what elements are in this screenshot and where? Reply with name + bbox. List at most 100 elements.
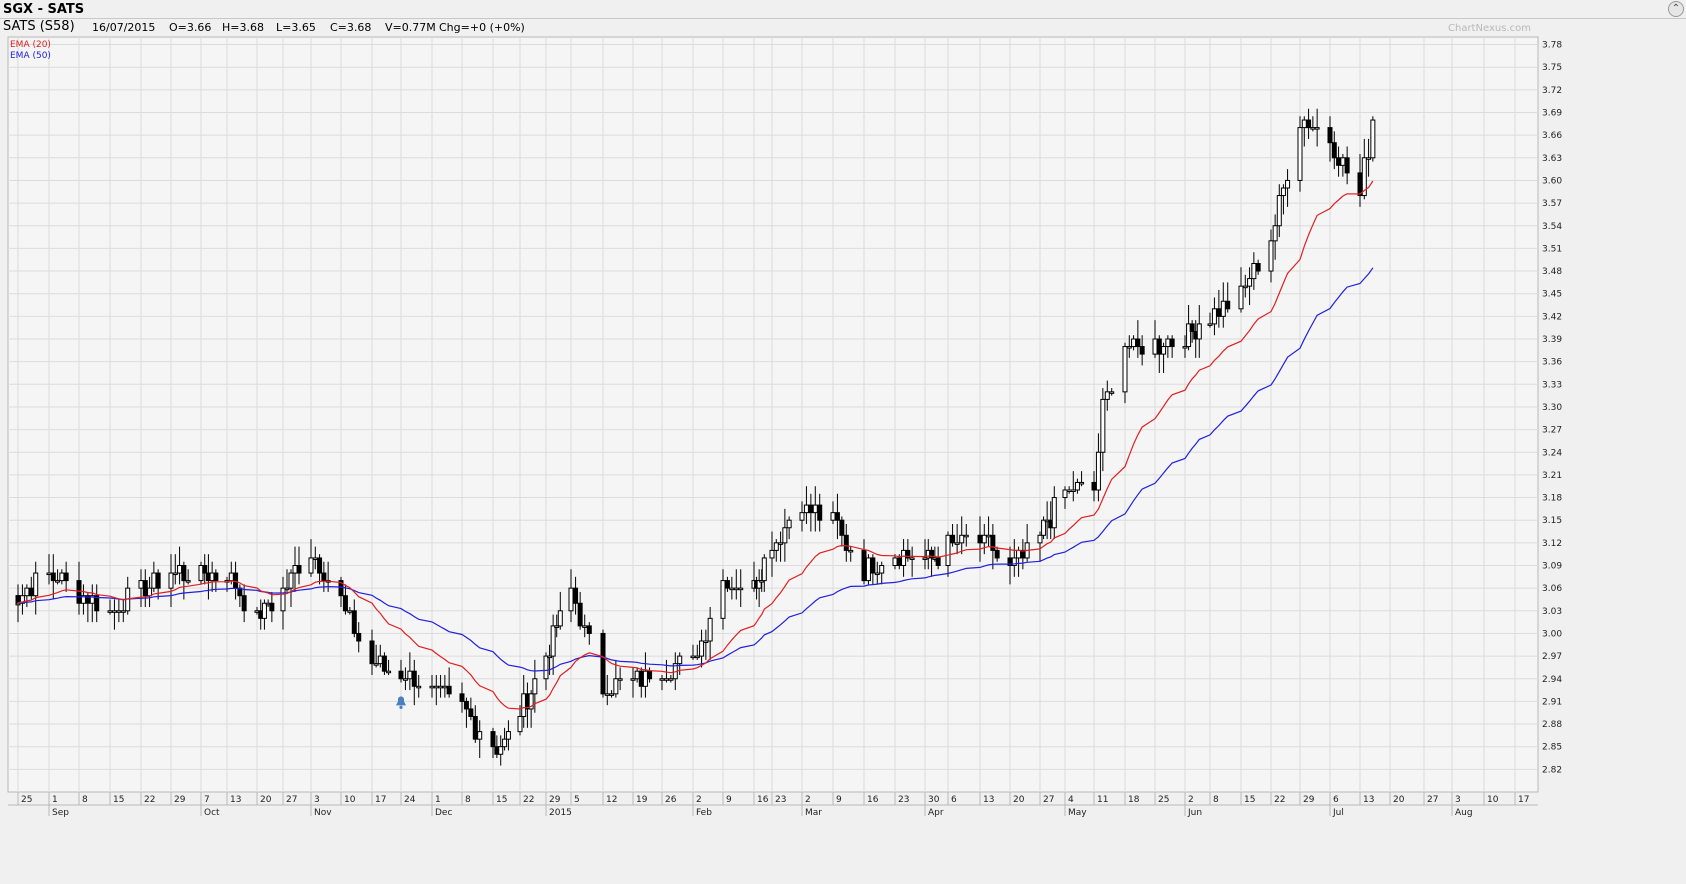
candle-body <box>1285 179 1291 189</box>
x-tick-label: 7 <box>204 795 210 805</box>
candle <box>416 674 422 698</box>
candle-body <box>477 731 483 740</box>
chevron-up-icon[interactable]: ⌃ <box>1668 1 1684 17</box>
candle-body <box>138 580 144 589</box>
x-month-label: May <box>1068 808 1087 818</box>
candle <box>707 607 713 660</box>
candle-body <box>1100 398 1106 453</box>
x-month-label: Apr <box>928 808 944 818</box>
candle <box>373 644 379 668</box>
candle-body <box>433 685 439 689</box>
x-tick-label: 4 <box>1068 795 1074 805</box>
y-tick-label: 3.78 <box>1542 41 1562 51</box>
y-tick-label: 2.97 <box>1542 652 1562 662</box>
candle-body <box>120 610 126 613</box>
candle <box>963 523 969 547</box>
candle <box>839 516 845 547</box>
candle <box>543 652 549 691</box>
candle-body <box>1336 157 1342 166</box>
y-tick-label: 3.63 <box>1542 154 1562 164</box>
candle-body <box>55 580 61 583</box>
candle <box>381 652 387 675</box>
candle <box>1126 335 1132 358</box>
bell-clapper <box>399 705 403 710</box>
y-tick-label: 3.24 <box>1542 448 1562 458</box>
candle-body <box>707 617 713 642</box>
bell-icon <box>396 696 406 710</box>
candle <box>1327 116 1333 162</box>
x-tick-label: 10 <box>1487 795 1499 805</box>
candle <box>769 531 775 577</box>
candle-body <box>1037 534 1043 544</box>
candle-body <box>528 693 534 710</box>
candle-body <box>28 587 34 597</box>
x-tick-label: 8 <box>1213 795 1219 805</box>
candle-body <box>177 565 183 574</box>
x-tick-label: 22 <box>144 795 155 805</box>
candle <box>959 516 965 555</box>
x-tick-label: 6 <box>951 795 957 805</box>
candle-body <box>981 534 987 544</box>
watermark: ChartNexus.com <box>1448 23 1531 34</box>
volume-label: V=0.77M <box>385 21 436 34</box>
candle <box>213 569 219 592</box>
candle <box>724 576 730 592</box>
x-tick-label: 24 <box>404 795 416 805</box>
x-tick-label: 11 <box>1097 795 1108 805</box>
candle-body <box>1225 300 1231 310</box>
candle-body <box>874 572 880 576</box>
candle-body <box>586 625 592 634</box>
candle-body <box>977 534 983 544</box>
y-tick-label: 3.39 <box>1542 335 1562 345</box>
x-tick-label: 27 <box>1427 795 1438 805</box>
candle-body <box>442 685 448 689</box>
candle <box>1135 320 1141 358</box>
x-tick-label: 16 <box>757 795 769 805</box>
x-month-label: Aug <box>1455 808 1473 818</box>
candle-body <box>663 678 669 681</box>
candle-body <box>459 693 465 702</box>
candle-body <box>935 557 941 567</box>
candle-body <box>369 640 375 665</box>
x-tick-label: 29 <box>1303 795 1315 805</box>
candle-body <box>1104 391 1110 400</box>
candle-body <box>699 640 705 657</box>
y-axis: 3.78 3.75 3.72 3.69 3.66 3.63 3.60 3.57 3.54 3.51… <box>8 41 1562 775</box>
candle <box>1207 312 1213 328</box>
candle <box>288 569 294 608</box>
candle-body <box>1272 225 1278 242</box>
candle-body <box>94 595 100 612</box>
candle <box>296 546 302 585</box>
candle-body <box>280 587 286 612</box>
candle <box>1074 478 1080 494</box>
candle <box>1037 531 1043 562</box>
candle-body <box>786 519 792 529</box>
candle <box>647 667 653 683</box>
candle <box>505 720 511 751</box>
candle <box>1255 259 1261 275</box>
candle <box>759 569 765 592</box>
candle-body <box>342 595 348 612</box>
candle <box>342 584 348 615</box>
y-tick-label: 3.75 <box>1542 63 1562 73</box>
candle <box>1182 335 1188 358</box>
candle-body <box>879 565 885 574</box>
candle <box>756 569 762 608</box>
x-tick-label: 15 <box>1244 795 1255 805</box>
candle-body <box>812 504 818 514</box>
candle-body <box>402 678 408 681</box>
candle-body <box>703 640 709 643</box>
y-tick-label: 3.18 <box>1542 494 1562 504</box>
x-tick-label: 22 <box>1274 795 1285 805</box>
candle <box>63 561 69 592</box>
candle-body <box>1255 263 1261 272</box>
candle <box>1070 471 1076 502</box>
candle-body <box>1211 308 1217 325</box>
candle <box>617 667 623 691</box>
candle <box>1139 335 1145 366</box>
candle <box>1280 184 1286 215</box>
candle <box>929 546 935 577</box>
candle <box>402 667 408 691</box>
candle-body <box>411 670 417 687</box>
